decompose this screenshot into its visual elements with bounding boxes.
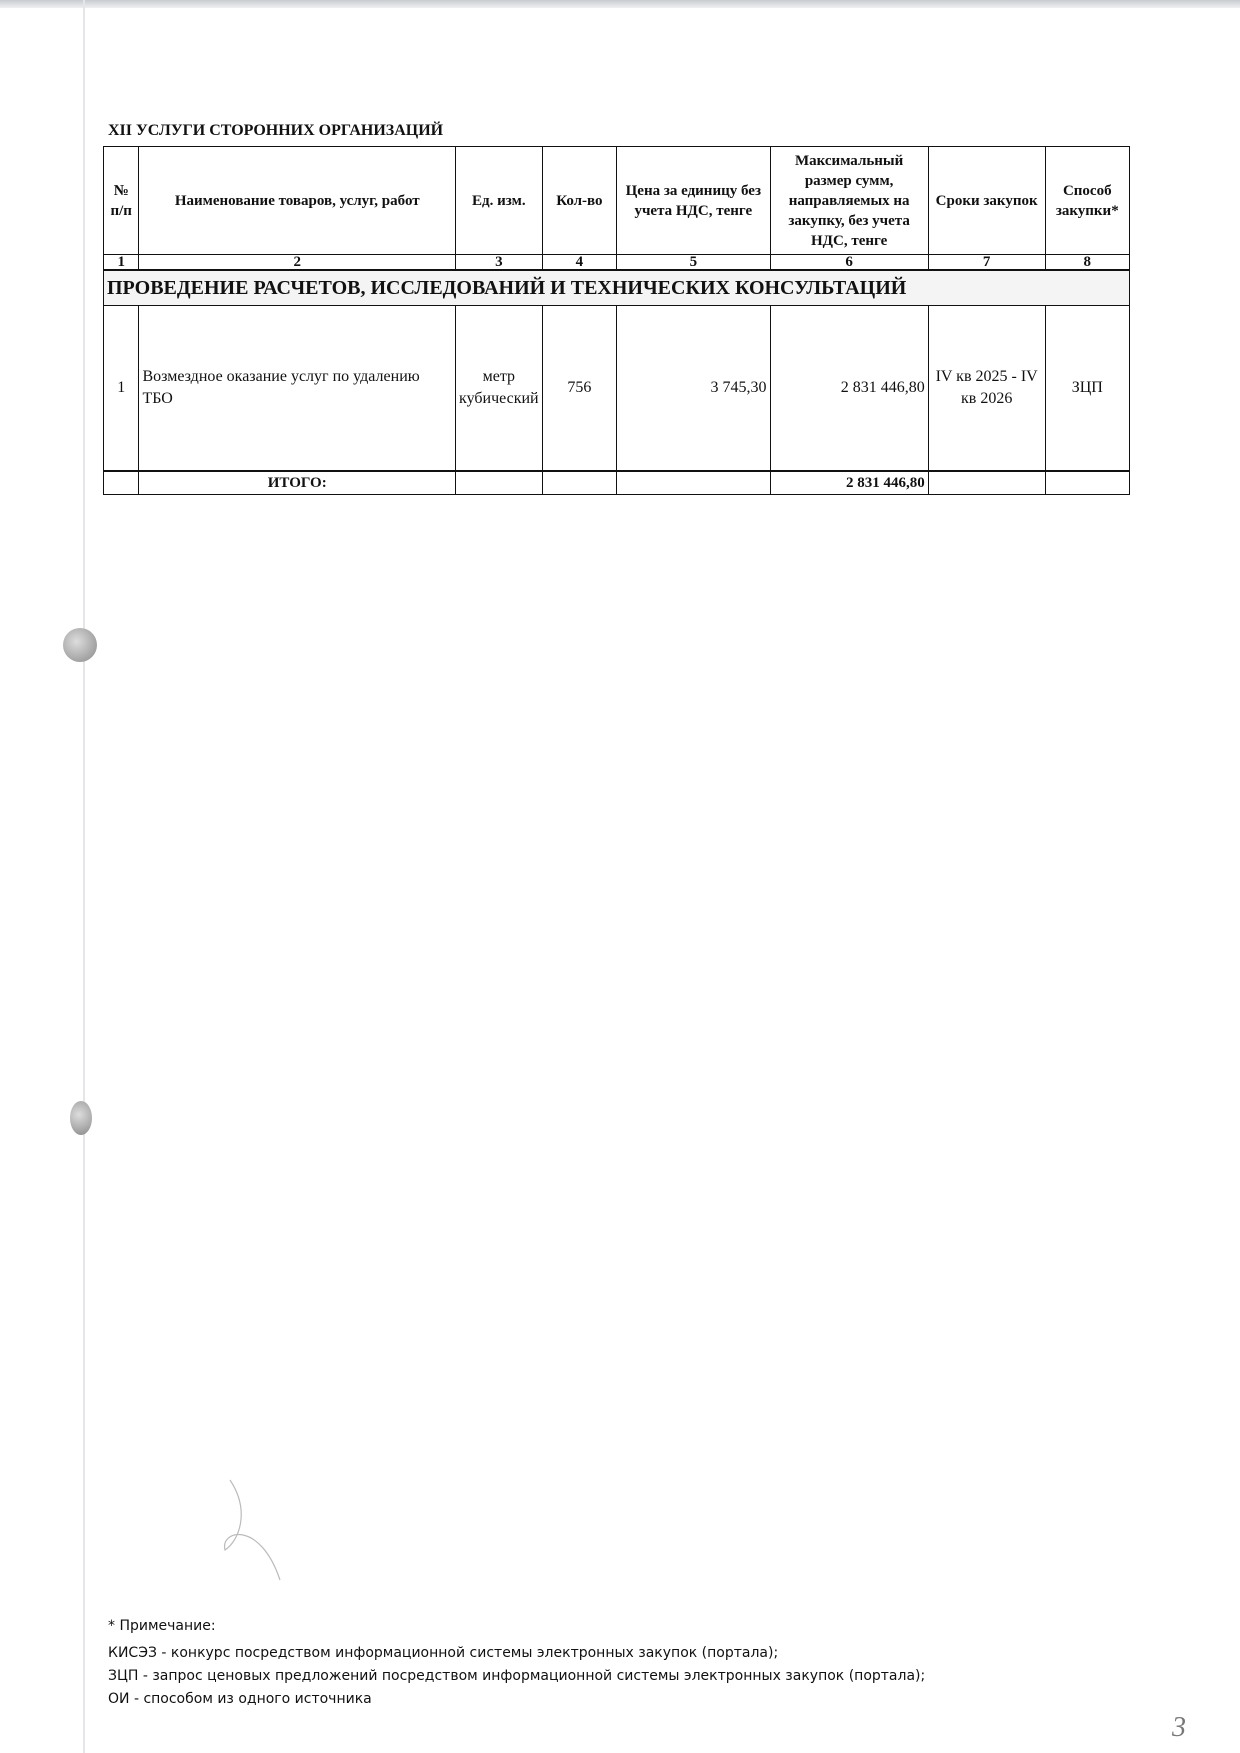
empty-cell	[455, 470, 543, 495]
header-row: № п/п Наименование товаров, услуг, работ…	[102, 146, 1131, 255]
header-cell: Цена за единицу без учета НДС, тенге	[616, 146, 771, 255]
total-label: ИТОГО:	[138, 470, 457, 495]
header-cell: Сроки закупок	[927, 146, 1046, 255]
period: IV кв 2025 - IV кв 2026	[927, 305, 1046, 472]
category-row: ПРОВЕДЕНИЕ РАСЧЕТОВ, ИССЛЕДОВАНИЙ И ТЕХН…	[103, 269, 1130, 306]
category-label: ПРОВЕДЕНИЕ РАСЧЕТОВ, ИССЛЕДОВАНИЙ И ТЕХН…	[103, 269, 1130, 306]
empty-cell	[616, 470, 771, 495]
header-cell: № п/п	[102, 146, 140, 255]
empty-cell	[102, 470, 140, 495]
procurement-table: № п/п Наименование товаров, услуг, работ…	[102, 146, 1131, 495]
page-number: 3	[1172, 1712, 1186, 1743]
quantity: 756	[541, 305, 618, 472]
total-row: ИТОГО: 2 831 446,80	[102, 470, 1131, 495]
column-number: 5	[616, 254, 771, 271]
item-name: Возмездное оказание услуг по удалению ТБ…	[138, 305, 457, 472]
header-cell: Ед. изм.	[455, 146, 543, 255]
header-cell: Наименование товаров, услуг, работ	[138, 146, 457, 255]
note-line: КИСЭЗ - конкурс посредством информационн…	[108, 1645, 779, 1661]
note-line: ЗЦП - запрос ценовых предложений посредс…	[108, 1668, 926, 1684]
punch-hole	[63, 628, 97, 662]
note-heading: * Примечание:	[108, 1618, 216, 1634]
max-sum: 2 831 446,80	[769, 305, 929, 472]
total-value: 2 831 446,80	[769, 470, 929, 495]
column-number: 6	[769, 254, 929, 271]
header-cell: Способ закупки*	[1044, 146, 1131, 255]
column-number: 4	[541, 254, 618, 271]
column-number: 2	[138, 254, 457, 271]
table-row: 1 Возмездное оказание услуг по удалению …	[102, 305, 1131, 472]
column-number: 1	[102, 254, 140, 271]
unit: метр кубический	[455, 305, 543, 472]
column-number: 8	[1044, 254, 1131, 271]
empty-cell	[927, 470, 1046, 495]
punch-hole	[70, 1101, 92, 1135]
scan-edge	[0, 0, 1240, 8]
row-number: 1	[102, 305, 140, 472]
column-number: 3	[455, 254, 543, 271]
column-number: 7	[927, 254, 1046, 271]
column-number-row: 1 2 3 4 5 6 7 8	[102, 254, 1131, 271]
empty-cell	[541, 470, 618, 495]
empty-cell	[1044, 470, 1131, 495]
unit-price: 3 745,30	[616, 305, 771, 472]
header-cell: Кол-во	[541, 146, 618, 255]
method: ЗЦП	[1044, 305, 1131, 472]
handwritten-mark	[224, 1479, 281, 1581]
header-cell: Максимальный размер сумм, направляемых н…	[769, 146, 929, 255]
note-line: ОИ - способом из одного источника	[108, 1691, 372, 1707]
fold-line	[83, 0, 85, 1753]
section-title: XII УСЛУГИ СТОРОННИХ ОРГАНИЗАЦИЙ	[108, 122, 444, 139]
